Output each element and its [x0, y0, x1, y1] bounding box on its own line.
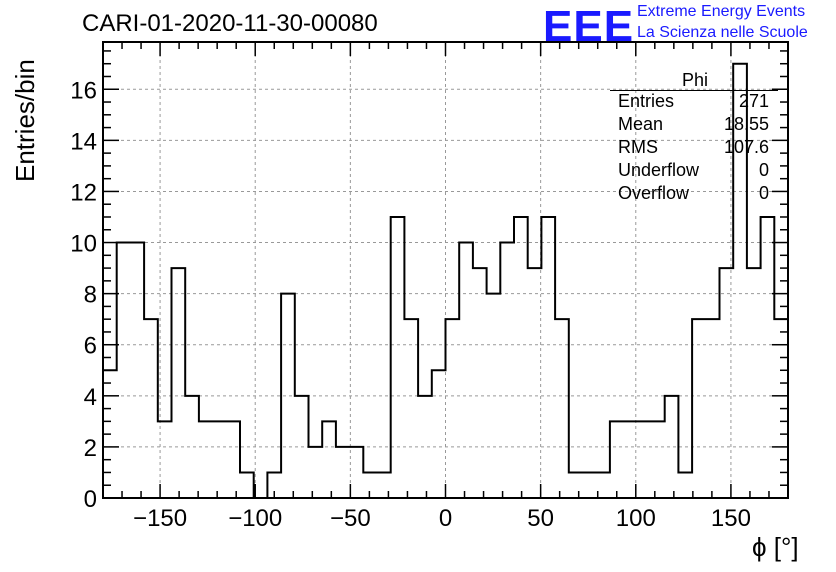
y-tick-label: 16: [70, 77, 97, 104]
stats-value: 0: [758, 183, 769, 203]
x-axis-label: ϕ [°]: [752, 532, 799, 562]
stats-divider: [610, 90, 778, 91]
org-name-line1: Extreme Energy Events: [637, 3, 806, 20]
x-tick-label: 100: [616, 505, 656, 532]
stats-row: Overflow 0: [610, 183, 778, 206]
x-tick-label: −100: [228, 505, 282, 532]
x-tick-label: 0: [439, 505, 452, 532]
chart-title: CARI-01-2020-11-30-00080: [82, 10, 378, 37]
stats-title: Phi: [681, 70, 708, 90]
grid-lines: [103, 42, 788, 498]
y-tick-label: 4: [84, 384, 97, 411]
stats-label: Mean: [618, 114, 664, 134]
stats-value: 271: [738, 91, 769, 111]
y-tick-label: 6: [84, 333, 97, 360]
stats-label: RMS: [618, 137, 658, 157]
stats-label: Entries: [618, 91, 675, 111]
x-tick-label: −50: [330, 505, 371, 532]
stats-value: 107.6: [723, 137, 769, 157]
y-tick-label: 2: [84, 435, 97, 462]
x-tick-label: −150: [133, 505, 187, 532]
stats-row: Entries 271: [610, 91, 778, 114]
stats-label: Underflow: [618, 160, 700, 180]
x-tick-label: 150: [711, 505, 751, 532]
stats-row: Mean 18.55: [610, 114, 778, 137]
eee-logo: EEE: [543, 2, 635, 51]
stats-row: Underflow 0: [610, 160, 778, 183]
x-tick-labels: −150 −100 −50 0 50 100 150: [133, 505, 751, 532]
y-tick-label: 14: [70, 128, 97, 155]
y-tick-label: 12: [70, 179, 97, 206]
histogram-series: [102, 62, 789, 499]
y-tick-label: 0: [84, 486, 97, 513]
org-name-line2: La Scienza nelle Scuole: [637, 24, 808, 41]
axis-ticks: [102, 42, 789, 499]
stats-box: Phi Entries 271 Mean 18.55 RMS 107.6 Und…: [610, 70, 778, 206]
stats-value: 18.55: [723, 114, 769, 134]
x-tick-label: 50: [527, 505, 554, 532]
y-axis-label: Entries/bin: [10, 59, 40, 182]
y-tick-label: 10: [70, 231, 97, 258]
y-tick-label: 8: [84, 282, 97, 309]
stats-row: RMS 107.6: [610, 137, 778, 160]
stats-label: Overflow: [618, 183, 690, 203]
y-tick-labels: 0 2 4 6 8 10 12 14 16: [70, 77, 97, 513]
stats-value: 0: [758, 160, 769, 180]
